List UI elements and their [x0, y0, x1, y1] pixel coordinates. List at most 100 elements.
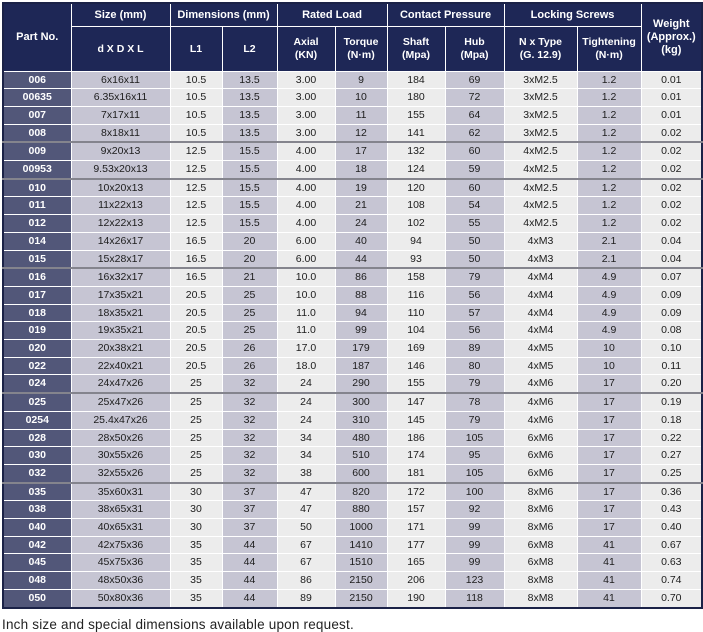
cell-l2: 20: [221, 249, 278, 269]
cell-axial: 38: [276, 463, 336, 484]
cell-n-x-type: 6xM8: [503, 553, 578, 573]
cell-l1: 30: [169, 500, 223, 520]
cell-n-x-type: 4xM6: [503, 410, 578, 430]
cell-torque: 2150: [334, 571, 388, 590]
cell-l1: 25: [169, 392, 223, 412]
cell-axial: 4.00: [276, 214, 336, 233]
cell-hub: 92: [444, 500, 505, 520]
table-row: 00635 6.35x16x11 10.5 13.5 3.00 10 180 72 3xM2.5…: [2, 88, 703, 107]
cell-l2: 44: [221, 535, 278, 555]
cell-shaft: 94: [386, 231, 446, 251]
cell-shaft: 120: [386, 177, 446, 198]
cell-tightening: 4.9: [576, 285, 642, 305]
cell-hub: 60: [444, 177, 505, 198]
header-line: (N·m): [347, 48, 375, 61]
cell-torque: 88: [334, 285, 388, 305]
cell-l1: 20.5: [169, 356, 223, 376]
table-row: 014 14x26x17 16.5 20 6.00 40 94 50 4xM3 2.1 0.04: [2, 231, 703, 251]
cell-hub: 79: [444, 410, 505, 430]
table-row: 040 40x65x31 30 37 50 1000 171 99 8xM6 17 0.40: [2, 518, 703, 537]
cell-size: 38x65x31: [70, 500, 171, 520]
cell-l2: 13.5: [221, 70, 278, 90]
cell-l1: 25: [169, 410, 223, 430]
cell-l2: 15.5: [221, 177, 278, 198]
cell-shaft: 145: [386, 410, 446, 430]
cell-axial: 34: [276, 428, 336, 448]
cell-weight: 0.36: [640, 481, 703, 502]
header-contact-pressure-group: Contact Pressure: [386, 2, 505, 27]
cell-torque: 880: [334, 500, 388, 520]
header-line: (Mpa): [460, 48, 489, 61]
cell-shaft: 132: [386, 141, 446, 162]
header-l2: L2: [221, 25, 278, 72]
part-no-cell: 038: [2, 500, 72, 520]
cell-torque: 19: [334, 177, 388, 198]
cell-l1: 30: [169, 518, 223, 537]
cell-l2: 32: [221, 428, 278, 448]
part-no-cell: 014: [2, 231, 72, 251]
cell-shaft: 174: [386, 446, 446, 465]
cell-hub: 56: [444, 321, 505, 341]
cell-n-x-type: 3xM2.5: [503, 70, 578, 90]
cell-shaft: 190: [386, 588, 446, 609]
cell-weight: 0.02: [640, 123, 703, 143]
cell-n-x-type: 4xM4: [503, 303, 578, 323]
cell-torque: 9: [334, 70, 388, 90]
part-no-cell: 00953: [2, 160, 72, 180]
cell-size: 6.35x16x11: [70, 88, 171, 107]
cell-axial: 86: [276, 571, 336, 590]
part-no-cell: 006: [2, 70, 72, 90]
header-weight: Weight (Approx.) (kg): [640, 2, 703, 72]
cell-l1: 25: [169, 374, 223, 394]
cell-size: 35x60x31: [70, 481, 171, 502]
cell-torque: 300: [334, 392, 388, 412]
cell-tightening: 17: [576, 374, 642, 394]
cell-tightening: 17: [576, 500, 642, 520]
cell-size: 11x22x13: [70, 196, 171, 216]
cell-n-x-type: 6xM6: [503, 446, 578, 465]
cell-l1: 12.5: [169, 196, 223, 216]
cell-hub: 59: [444, 160, 505, 180]
part-no-cell: 024: [2, 374, 72, 394]
cell-n-x-type: 6xM6: [503, 463, 578, 484]
cell-torque: 2150: [334, 588, 388, 609]
cell-axial: 4.00: [276, 196, 336, 216]
cell-axial: 47: [276, 500, 336, 520]
cell-axial: 11.0: [276, 321, 336, 341]
cell-hub: 99: [444, 518, 505, 537]
cell-n-x-type: 4xM2.5: [503, 177, 578, 198]
cell-tightening: 1.2: [576, 123, 642, 143]
table-row: 007 7x17x11 10.5 13.5 3.00 11 155 64 3xM2.5 1.2 0.…: [2, 105, 703, 125]
cell-tightening: 17: [576, 518, 642, 537]
cell-l2: 15.5: [221, 160, 278, 180]
header-line: (N·m): [595, 48, 623, 61]
cell-weight: 0.02: [640, 160, 703, 180]
cell-size: 25.4x47x26: [70, 410, 171, 430]
part-no-cell: 025: [2, 392, 72, 412]
header-line: (G. 12.9): [519, 48, 562, 61]
cell-axial: 4.00: [276, 160, 336, 180]
cell-size: 10x20x13: [70, 177, 171, 198]
table-row: 042 42x75x36 35 44 67 1410 177 99 6xM8 41 0.67: [2, 535, 703, 555]
cell-l1: 10.5: [169, 105, 223, 125]
cell-weight: 0.19: [640, 392, 703, 412]
cell-hub: 79: [444, 374, 505, 394]
table-row: 032 32x55x26 25 32 38 600 181 105 6xM6 17 0.25: [2, 463, 703, 484]
cell-l2: 26: [221, 356, 278, 376]
cell-shaft: 184: [386, 70, 446, 90]
cell-n-x-type: 8xM6: [503, 518, 578, 537]
cell-size: 9.53x20x13: [70, 160, 171, 180]
cell-l1: 16.5: [169, 231, 223, 251]
cell-size: 22x40x21: [70, 356, 171, 376]
cell-l2: 25: [221, 285, 278, 305]
cell-axial: 50: [276, 518, 336, 537]
cell-size: 6x16x11: [70, 70, 171, 90]
spec-table: Part No. Size (mm) Dimensions (mm) Rated…: [2, 2, 703, 609]
cell-n-x-type: 6xM6: [503, 428, 578, 448]
cell-hub: 62: [444, 123, 505, 143]
cell-size: 18x35x21: [70, 303, 171, 323]
cell-hub: 50: [444, 231, 505, 251]
cell-hub: 123: [444, 571, 505, 590]
cell-torque: 17: [334, 141, 388, 162]
cell-torque: 1000: [334, 518, 388, 537]
